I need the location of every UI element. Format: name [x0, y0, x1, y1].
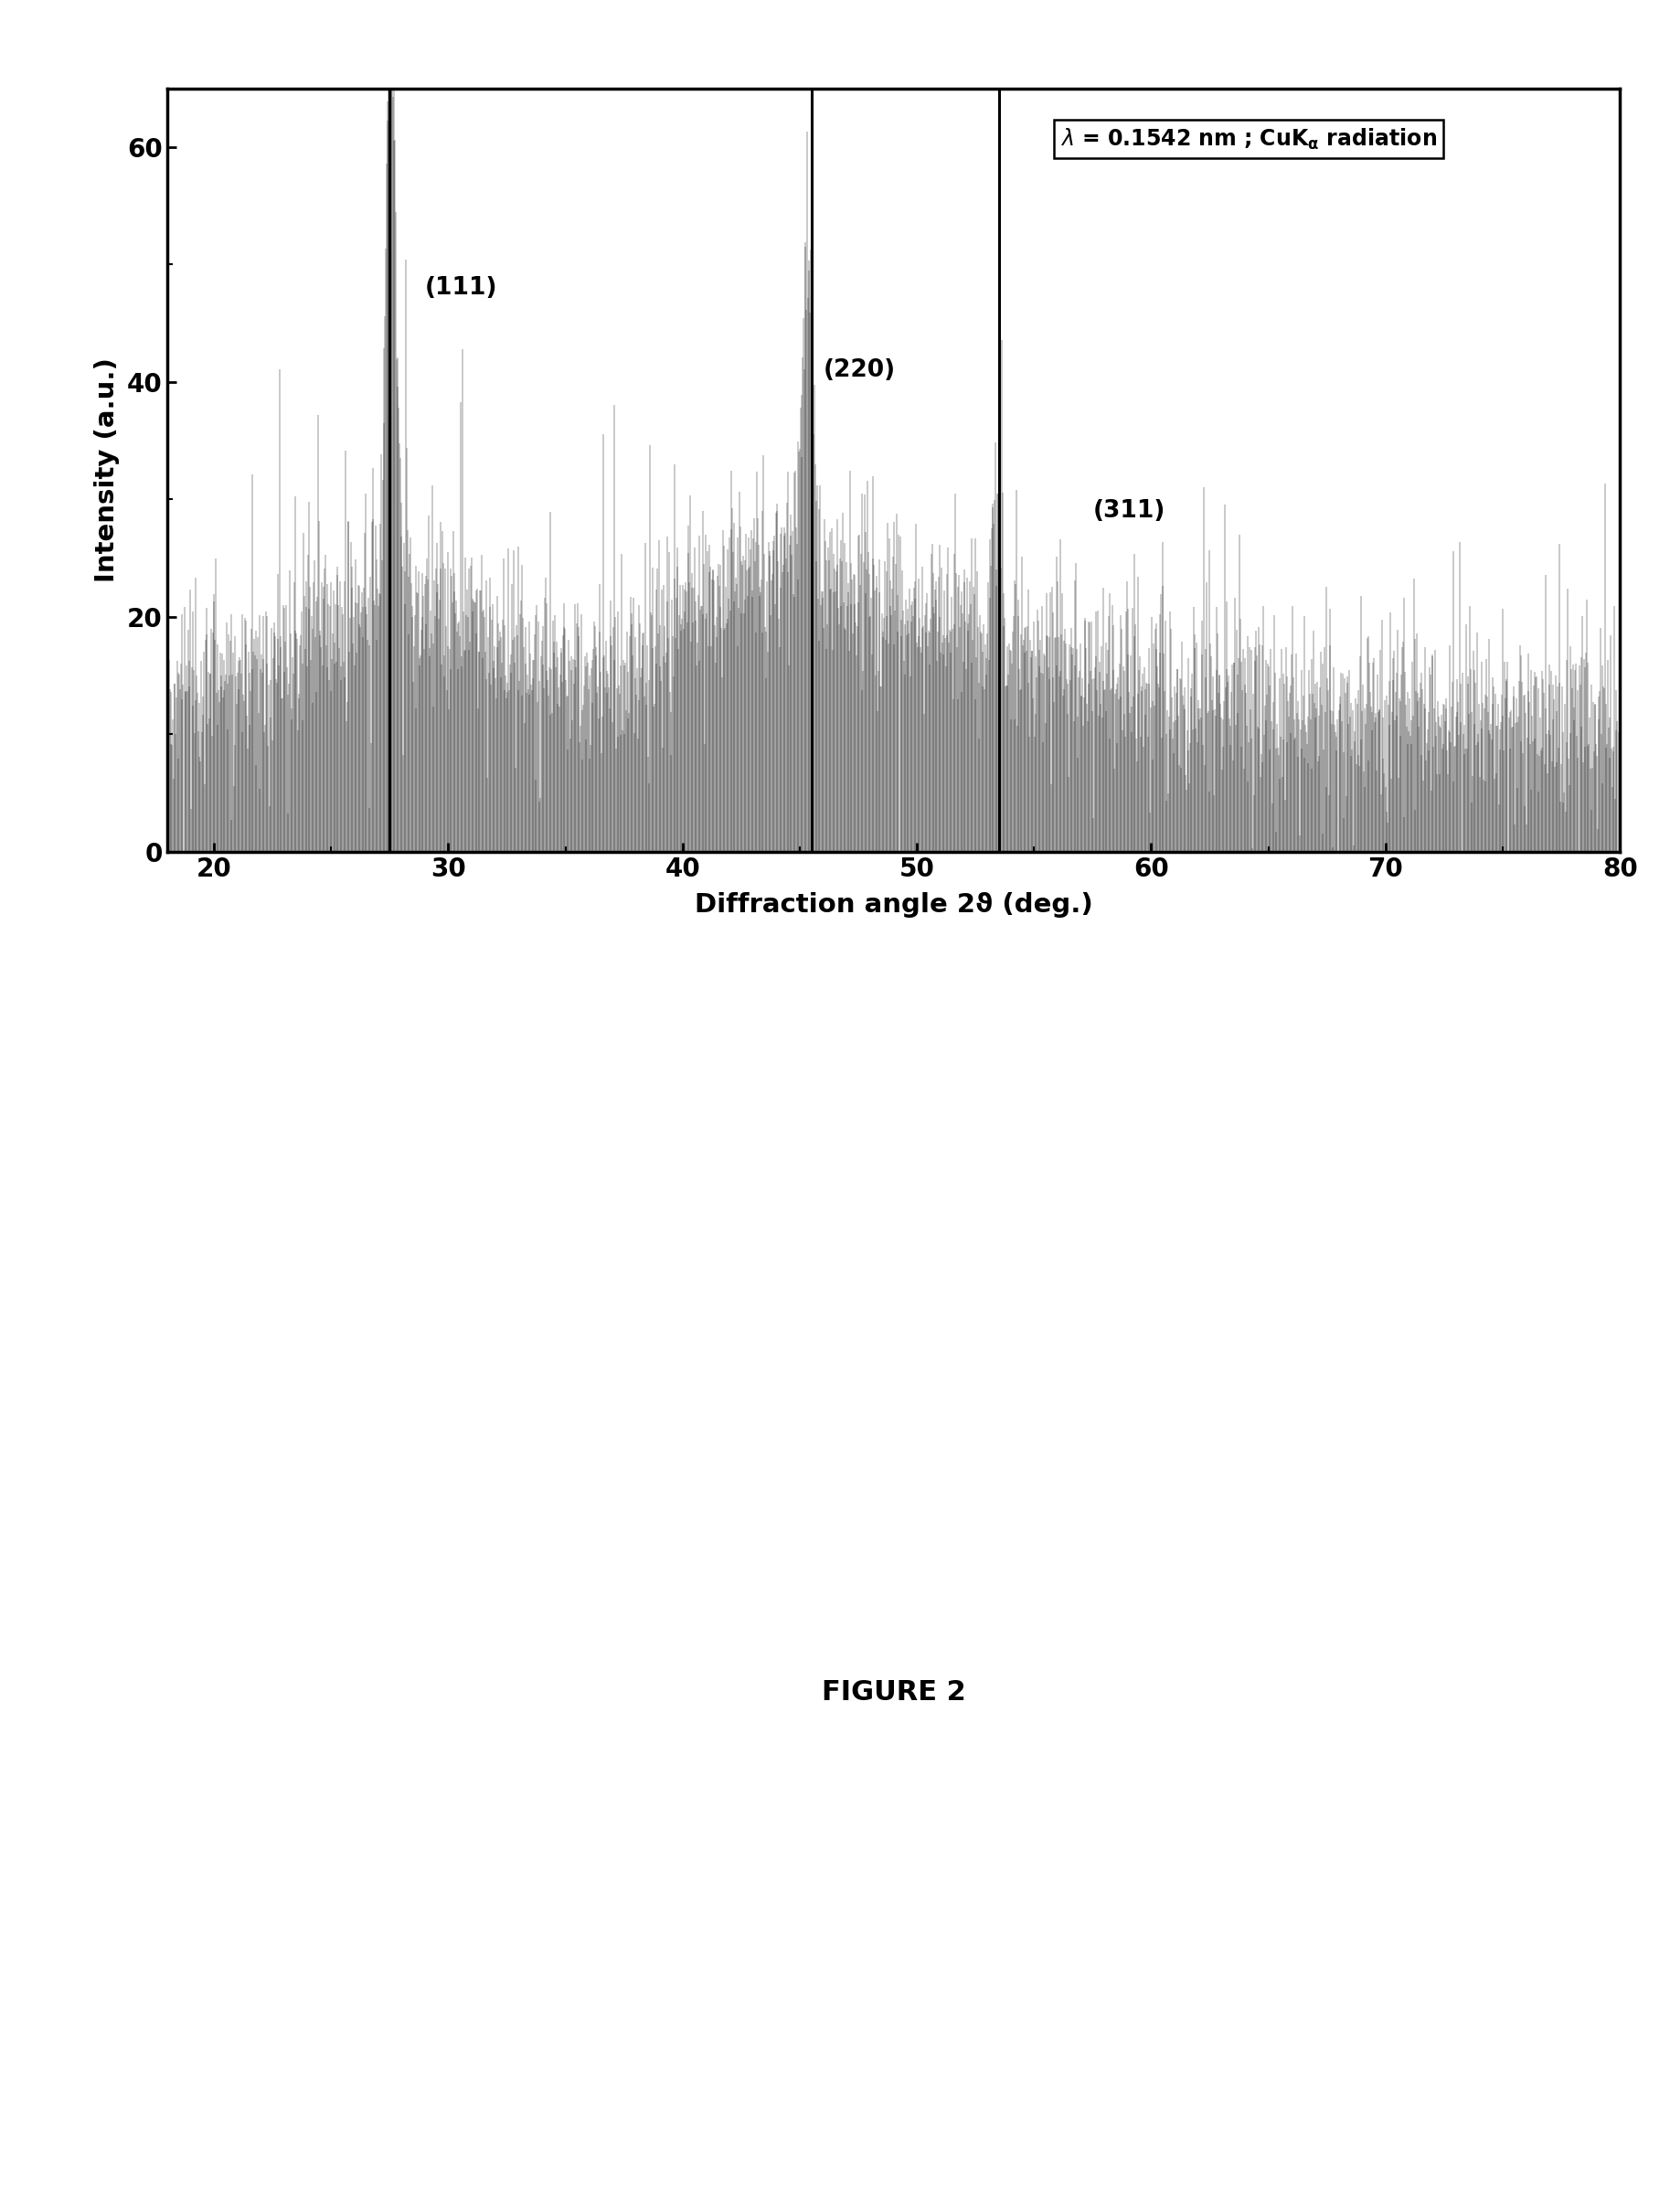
Text: $\lambda$ = 0.1542 nm ; CuK$_\mathregular{\alpha}$ radiation: $\lambda$ = 0.1542 nm ; CuK$_\mathregula… [1060, 126, 1438, 150]
Text: (220): (220) [823, 358, 895, 383]
Text: (111): (111) [424, 276, 498, 301]
Text: FIGURE 2: FIGURE 2 [822, 1679, 965, 1705]
Y-axis label: Intensity (a.u.): Intensity (a.u.) [94, 358, 120, 582]
Text: (311): (311) [1092, 500, 1166, 522]
X-axis label: Diffraction angle 2ϑ (deg.): Diffraction angle 2ϑ (deg.) [695, 891, 1092, 918]
